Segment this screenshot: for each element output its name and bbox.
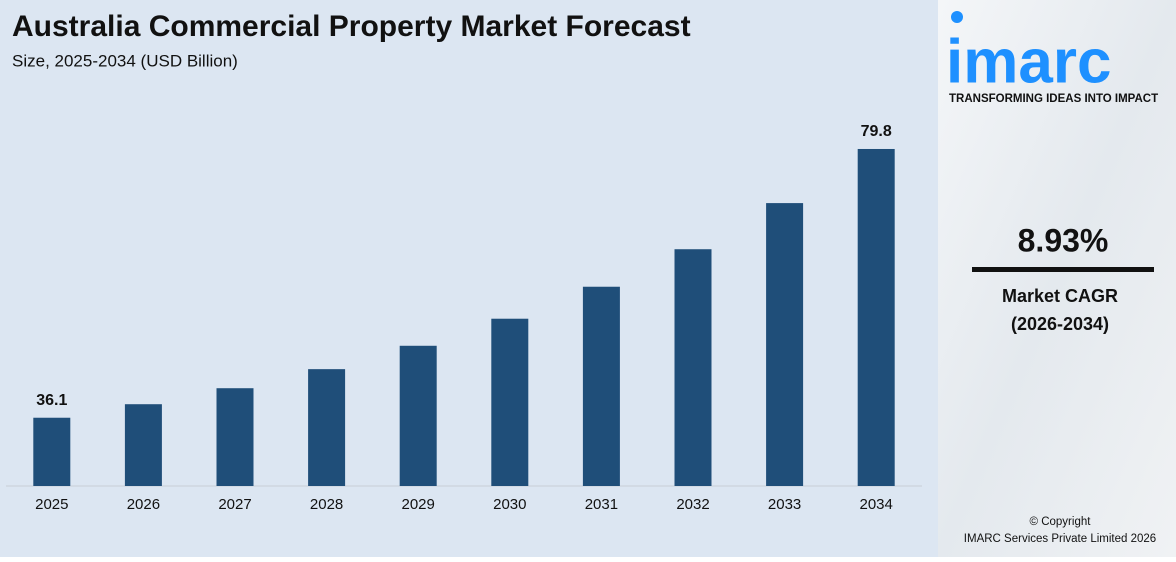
tagline: TRANSFORMING IDEAS INTO IMPACT [949,93,1158,105]
bar [216,388,254,486]
x-tick-label: 2029 [402,496,435,513]
x-tick-label: 2028 [310,496,343,513]
x-tick-label: 2033 [768,496,801,513]
x-tick-label: 2032 [676,496,709,513]
bar [399,345,437,486]
bar [766,203,804,486]
x-tick-label: 2025 [35,496,68,513]
bar [857,148,895,487]
value-label: 36.1 [36,392,67,409]
x-tick-label: 2026 [127,496,160,513]
cagr-rule [972,267,1154,272]
x-tick-label: 2031 [585,496,618,513]
copyright: © Copyright [1030,516,1092,528]
side-background [938,0,1176,557]
value-label: 79.8 [861,123,892,140]
x-tick-label: 2034 [860,496,893,513]
logo: imarc [946,27,1111,96]
cagr-value: 8.93% [1018,222,1109,258]
x-tick-label: 2030 [493,496,526,513]
chart-title: Australia Commercial Property Market For… [12,10,691,43]
logo-dot [951,11,963,23]
bar [124,404,162,486]
bar [491,318,529,486]
company: IMARC Services Private Limited 2026 [964,533,1156,545]
chart-subtitle: Size, 2025-2034 (USD Billion) [12,51,238,70]
bar [308,369,346,486]
bar [582,286,620,486]
x-tick-label: 2027 [218,496,251,513]
cagr-period: (2026-2034) [1011,314,1109,334]
bar [674,249,712,486]
cagr-label: Market CAGR [1002,286,1118,306]
bar [33,417,71,486]
